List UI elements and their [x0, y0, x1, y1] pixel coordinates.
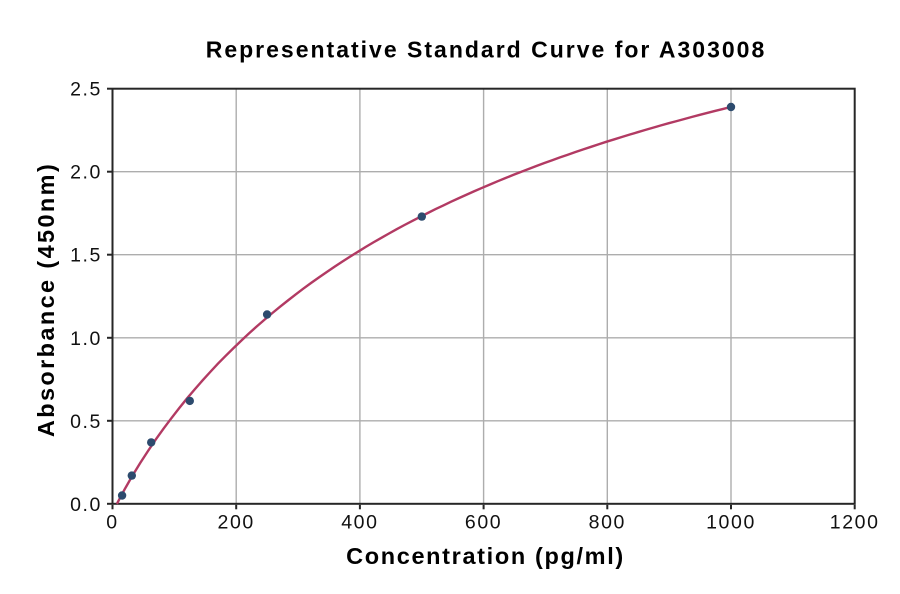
svg-text:800: 800 [589, 512, 626, 534]
svg-text:1.5: 1.5 [70, 245, 102, 267]
svg-text:600: 600 [465, 512, 502, 534]
svg-text:1.0: 1.0 [70, 328, 102, 350]
svg-text:Representative Standard Curve: Representative Standard Curve for A30300… [206, 37, 767, 63]
svg-text:0: 0 [106, 512, 118, 534]
svg-text:Concentration (pg/ml): Concentration (pg/ml) [346, 543, 625, 569]
svg-text:1200: 1200 [830, 512, 880, 534]
svg-text:2.5: 2.5 [70, 79, 102, 101]
svg-text:1000: 1000 [706, 512, 756, 534]
svg-text:2.0: 2.0 [70, 162, 102, 184]
svg-text:0.0: 0.0 [70, 494, 102, 516]
svg-text:200: 200 [218, 512, 255, 534]
svg-text:0.5: 0.5 [70, 411, 102, 433]
svg-text:400: 400 [341, 512, 378, 534]
svg-text:Absorbance (450nm): Absorbance (450nm) [33, 162, 59, 437]
